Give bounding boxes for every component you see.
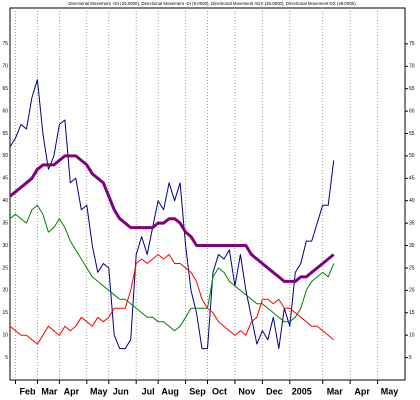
x-tick-label: Mar: [41, 386, 58, 396]
x-tick-label: Apr: [64, 386, 80, 396]
x-tick-label: Aug: [161, 386, 179, 396]
y-tick-label-right: 10: [409, 333, 415, 339]
series-line: [9, 154, 335, 283]
y-tick-label-right: 25: [409, 265, 415, 271]
y-tick-label-right: 55: [409, 131, 415, 137]
y-tick-label: 70: [2, 64, 8, 70]
x-tick-label: 2005: [292, 386, 312, 396]
x-tick-label: Oct: [212, 386, 227, 396]
x-tick-label: Jun: [113, 386, 129, 396]
y-tick-label: 15: [2, 310, 8, 316]
y-tick-label-right: 20: [409, 288, 415, 294]
y-tick-label-right: 30: [409, 243, 415, 249]
y-tick-label-right: 5: [409, 355, 412, 361]
x-tick-label: Sep: [189, 386, 206, 396]
x-tick-label: Mar: [327, 386, 344, 396]
y-tick-label: 10: [2, 333, 8, 339]
y-tick-label: 20: [2, 288, 8, 294]
y-tick-label-right: 35: [409, 220, 415, 226]
x-tick-label: Jul: [142, 386, 155, 396]
y-tick-label: 35: [2, 220, 8, 226]
y-tick-label-right: 40: [409, 198, 415, 204]
y-tick-label-right: 65: [409, 86, 415, 92]
x-tick-label: Nov: [238, 386, 255, 396]
y-tick-label: 25: [2, 265, 8, 271]
y-tick-label: 50: [2, 153, 8, 159]
y-tick-label: 60: [2, 108, 8, 114]
y-tick-label: 75: [2, 41, 8, 47]
y-tick-label: 55: [2, 131, 8, 137]
y-tick-label: 40: [2, 198, 8, 204]
y-tick-label-right: 60: [409, 108, 415, 114]
x-tick-label: Feb: [19, 386, 36, 396]
y-tick-label: 30: [2, 243, 8, 249]
series-line: [9, 254, 335, 345]
y-tick-label-right: 50: [409, 153, 415, 159]
y-tick-label-right: 70: [409, 64, 415, 70]
y-tick-label: 5: [5, 355, 8, 361]
series-line: [9, 204, 335, 332]
series-line: [9, 79, 335, 350]
y-tick-label: 65: [2, 86, 8, 92]
x-tick-label: Dec: [266, 386, 283, 396]
y-tick-label: 45: [2, 176, 8, 182]
chart-title: Directional Movement +DI (26.0000), Dire…: [68, 1, 356, 6]
y-tick-label-right: 75: [409, 41, 415, 47]
x-tick-label: May: [90, 386, 108, 396]
y-tick-label-right: 15: [409, 310, 415, 316]
x-tick-label: May: [381, 386, 399, 396]
x-tick-label: Apr: [354, 386, 370, 396]
y-tick-label-right: 45: [409, 176, 415, 182]
